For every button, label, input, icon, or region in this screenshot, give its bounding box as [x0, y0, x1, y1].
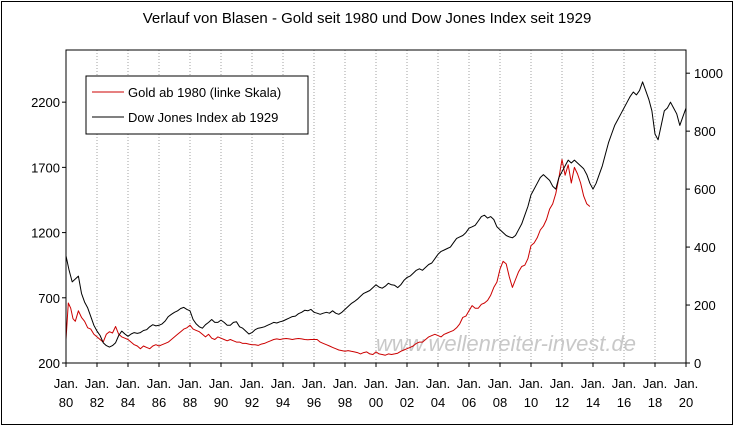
- y-right-tick-label: 200: [694, 298, 716, 313]
- x-tick-label-year: 08: [493, 395, 507, 410]
- x-tick-label-month: Jan.: [85, 376, 110, 391]
- x-tick-label-year: 06: [462, 395, 476, 410]
- x-tick-label-month: Jan.: [488, 376, 513, 391]
- x-tick-label-month: Jan.: [395, 376, 420, 391]
- x-tick-label-month: Jan.: [333, 376, 358, 391]
- x-tick-label-month: Jan.: [209, 376, 234, 391]
- y-right-tick-label: 1000: [694, 66, 723, 81]
- legend-label-dow-jones: Dow Jones Index ab 1929: [128, 110, 278, 125]
- x-tick-label-year: 14: [586, 395, 600, 410]
- y-right-tick-label: 400: [694, 240, 716, 255]
- watermark-text: www.wellenreiter-invest.de: [376, 331, 636, 356]
- legend-label-gold: Gold ab 1980 (linke Skala): [128, 85, 281, 100]
- x-tick-label-year: 10: [524, 395, 538, 410]
- y-left-tick-label: 2200: [31, 95, 60, 110]
- y-right-tick-label: 800: [694, 124, 716, 139]
- x-tick-label-month: Jan.: [302, 376, 327, 391]
- x-tick-label-month: Jan.: [426, 376, 451, 391]
- x-tick-label-month: Jan.: [674, 376, 699, 391]
- x-tick-label-year: 82: [90, 395, 104, 410]
- x-tick-label-year: 84: [121, 395, 135, 410]
- x-tick-label-month: Jan.: [581, 376, 606, 391]
- x-tick-label-year: 02: [400, 395, 414, 410]
- x-tick-label-month: Jan.: [116, 376, 141, 391]
- x-tick-label-month: Jan.: [364, 376, 389, 391]
- x-tick-label-month: Jan.: [457, 376, 482, 391]
- x-tick-label-year: 96: [307, 395, 321, 410]
- x-tick-label-month: Jan.: [54, 376, 79, 391]
- x-tick-label-month: Jan.: [271, 376, 296, 391]
- x-tick-label-month: Jan.: [519, 376, 544, 391]
- x-tick-label-year: 00: [369, 395, 383, 410]
- x-tick-label-year: 16: [617, 395, 631, 410]
- x-tick-label-year: 20: [679, 395, 693, 410]
- y-left-tick-label: 700: [38, 291, 60, 306]
- x-tick-label-year: 18: [648, 395, 662, 410]
- x-tick-label-month: Jan.: [147, 376, 172, 391]
- x-tick-label-month: Jan.: [178, 376, 203, 391]
- chart-title: Verlauf von Blasen - Gold seit 1980 und …: [142, 10, 592, 27]
- y-left-tick-label: 200: [38, 356, 60, 371]
- x-tick-label-year: 88: [183, 395, 197, 410]
- x-tick-label-month: Jan.: [550, 376, 575, 391]
- series-line-dow-jones: [65, 81, 687, 348]
- x-tick-label-month: Jan.: [643, 376, 668, 391]
- x-tick-label-year: 94: [276, 395, 290, 410]
- x-tick-label-year: 98: [338, 395, 352, 410]
- y-right-tick-label: 600: [694, 182, 716, 197]
- y-left-tick-label: 1200: [31, 226, 60, 241]
- x-tick-label-year: 92: [245, 395, 259, 410]
- legend-box: [85, 75, 309, 135]
- x-tick-label-year: 12: [555, 395, 569, 410]
- x-tick-label-month: Jan.: [612, 376, 637, 391]
- x-tick-label-month: Jan.: [240, 376, 265, 391]
- y-right-tick-label: 0: [694, 356, 701, 371]
- x-tick-label-year: 04: [431, 395, 445, 410]
- x-tick-label-year: 90: [214, 395, 228, 410]
- x-tick-label-year: 86: [152, 395, 166, 410]
- x-tick-label-year: 80: [59, 395, 73, 410]
- series-line-gold: [65, 159, 591, 356]
- y-left-tick-label: 1700: [31, 160, 60, 175]
